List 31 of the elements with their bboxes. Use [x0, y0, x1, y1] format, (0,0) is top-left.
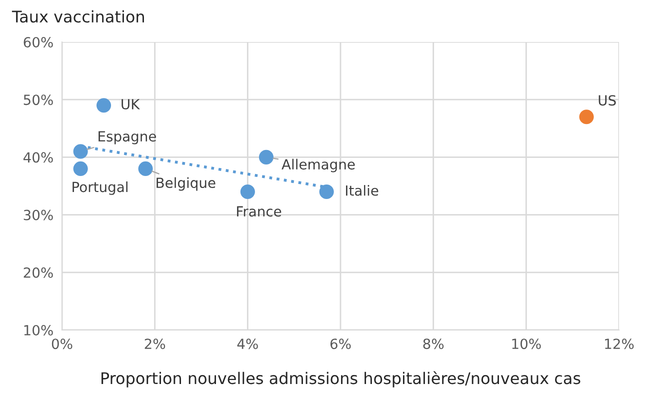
y-tick-label: 30% [24, 210, 53, 220]
y-tick-label: 40% [23, 152, 53, 163]
point [240, 184, 255, 200]
point [73, 144, 88, 159]
x-tick-label: 8% [423, 338, 444, 350]
x-tick-label: 2% [144, 338, 166, 350]
x-tick-label: 6% [330, 338, 351, 350]
y-tick-label: 50% [24, 94, 53, 106]
y-tick-label: 10% [24, 324, 53, 336]
annotation: Belgique [156, 177, 216, 191]
x-axis-title: Proportion nouvelles admissions hospitalières/nouveaux cas [102, 371, 580, 388]
point [319, 184, 334, 200]
annotation: France [237, 206, 282, 217]
x-tick-label: 4% [237, 338, 258, 350]
annotation: Allemagne [282, 158, 355, 172]
annotation: Espagne [98, 131, 156, 144]
point [73, 161, 88, 176]
x-tick-label: 10% [512, 338, 541, 350]
point [579, 110, 594, 124]
annotation: Italie [346, 185, 378, 196]
point [258, 150, 274, 164]
x-tick-label: 0% [52, 338, 72, 350]
y-tick-label: 60% [24, 36, 53, 48]
point [96, 98, 112, 113]
annotation: Portugal [72, 181, 128, 195]
y-axis-title: Taux vaccination [12, 10, 144, 23]
annotation: UK [122, 99, 140, 110]
point [138, 161, 153, 176]
annotation: US [598, 95, 616, 106]
y-tick-label: 20% [24, 267, 53, 278]
x-tick-label: 12% [605, 338, 634, 350]
